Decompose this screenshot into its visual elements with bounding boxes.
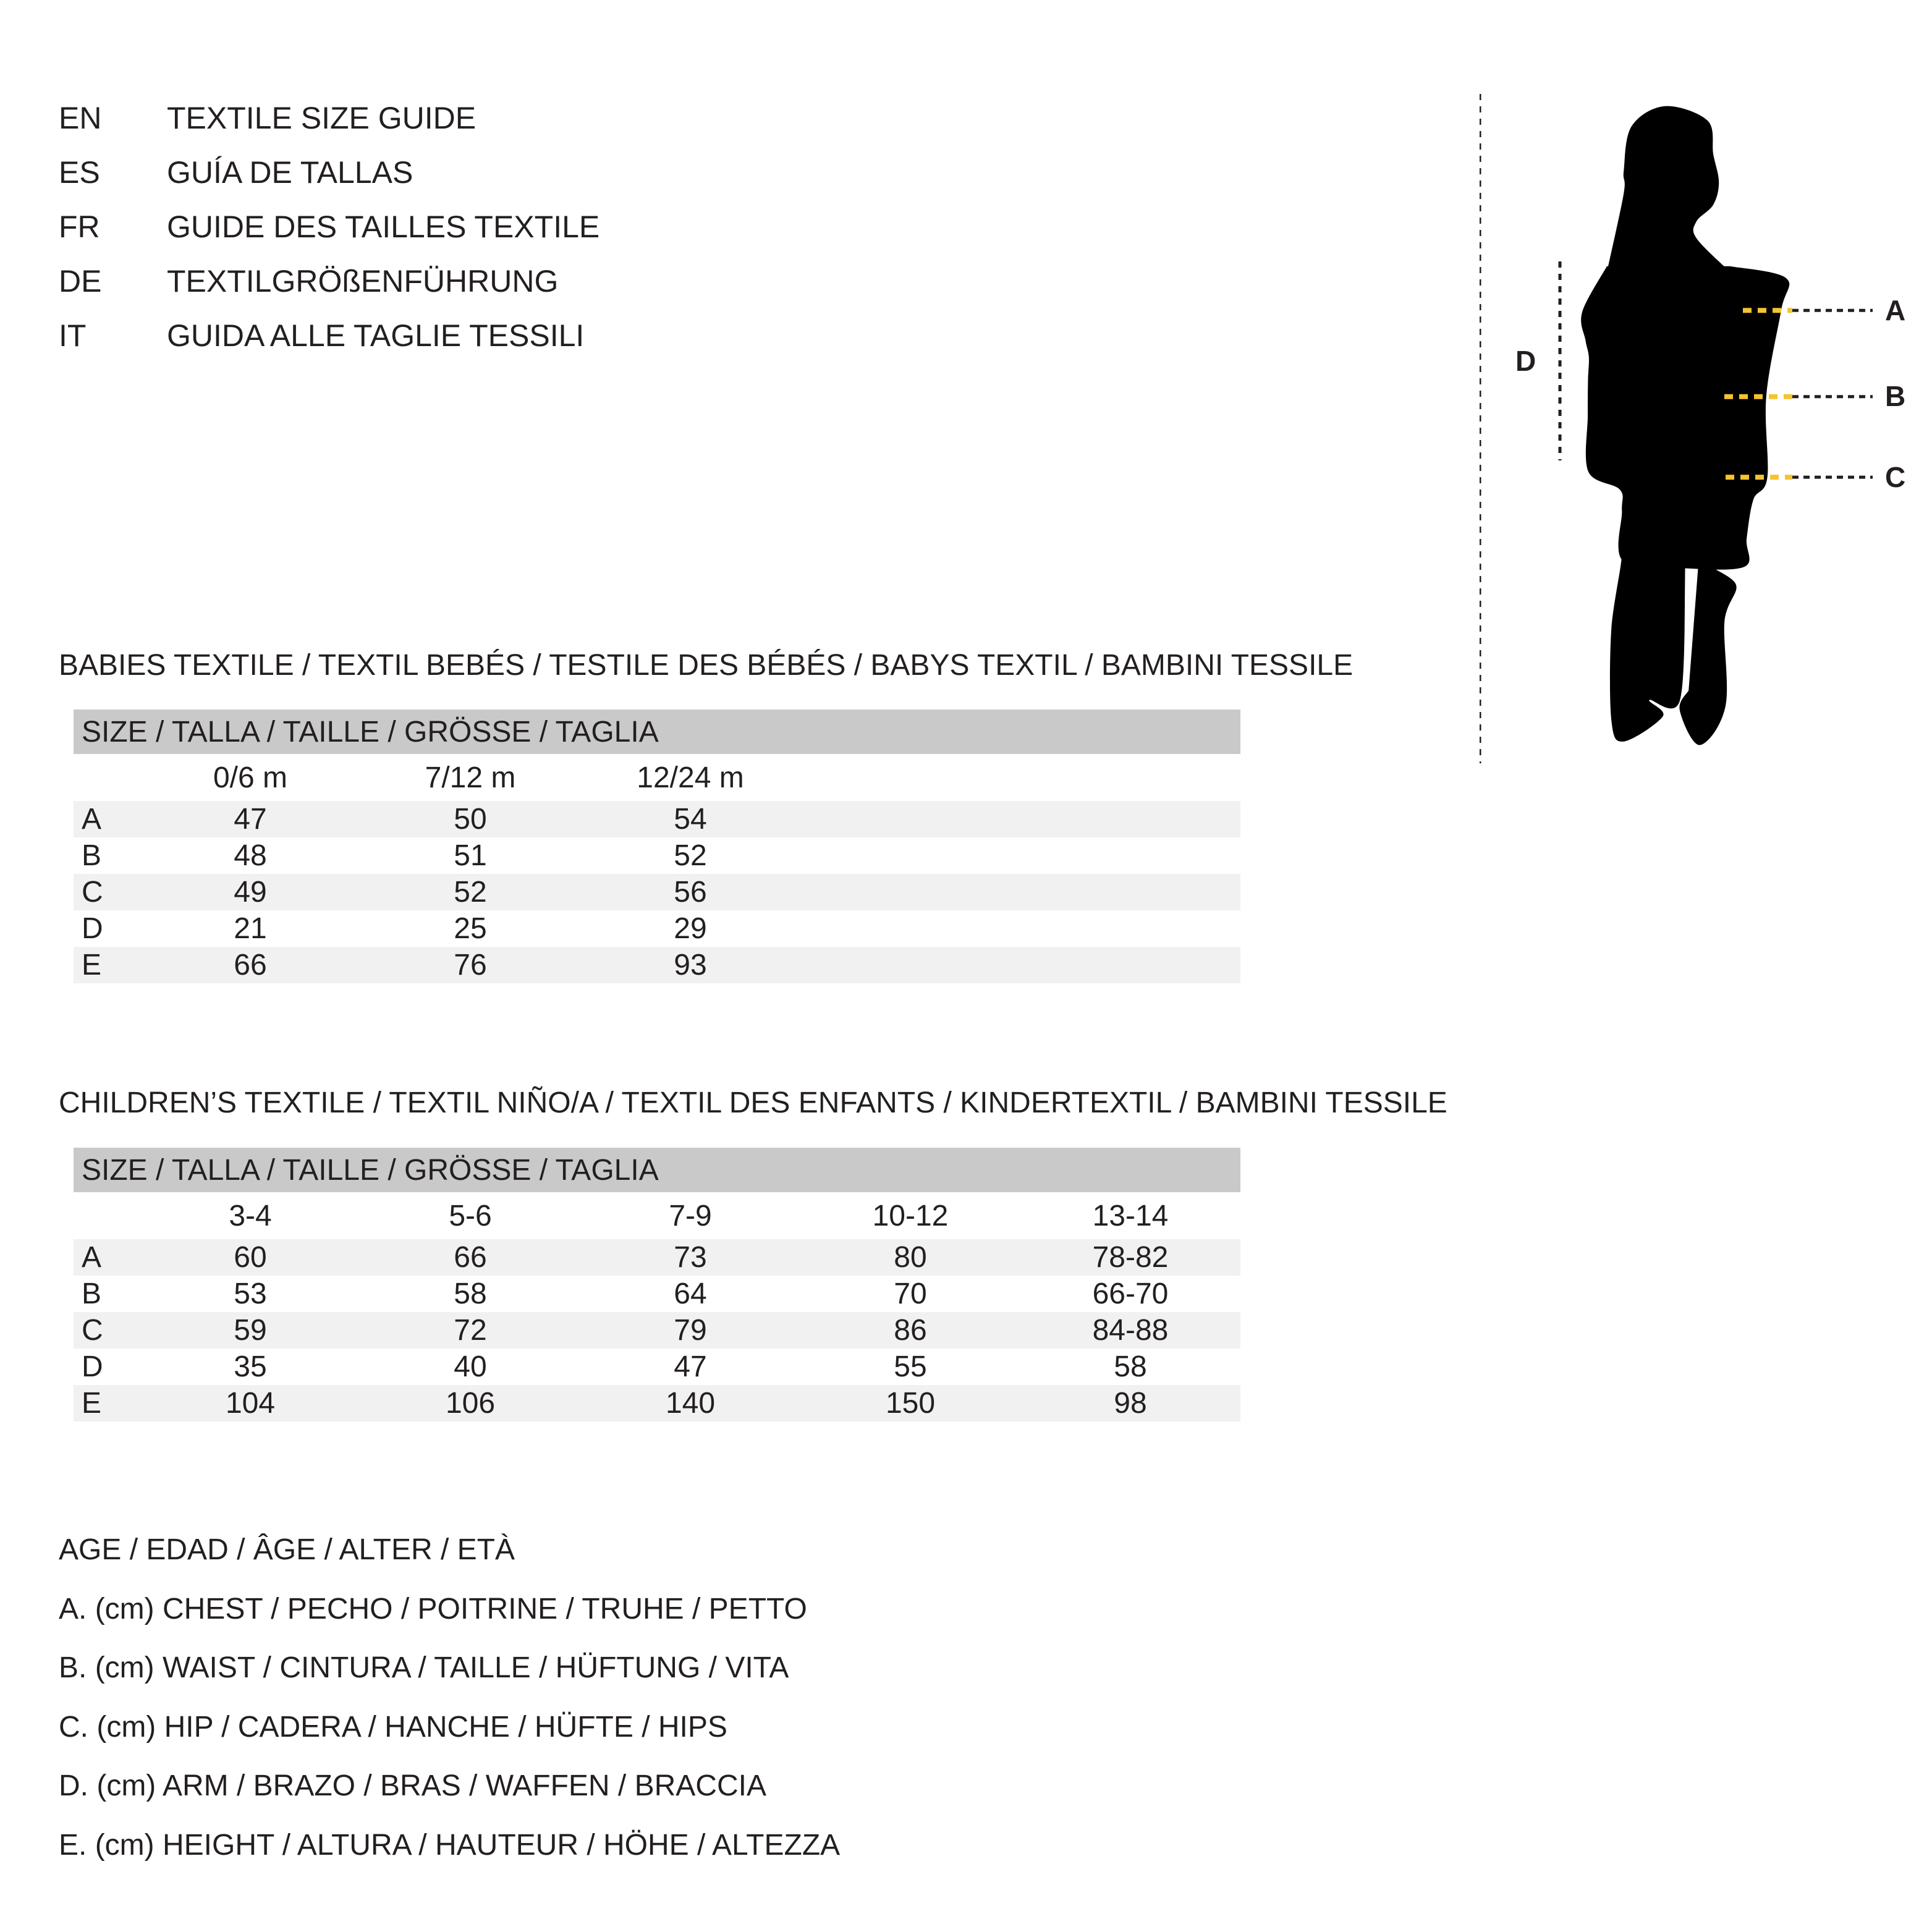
svg-text:A: A <box>1885 294 1905 326</box>
svg-text:C: C <box>1885 461 1905 493</box>
svg-text:D: D <box>1515 345 1536 377</box>
svg-text:B: B <box>1885 380 1905 412</box>
